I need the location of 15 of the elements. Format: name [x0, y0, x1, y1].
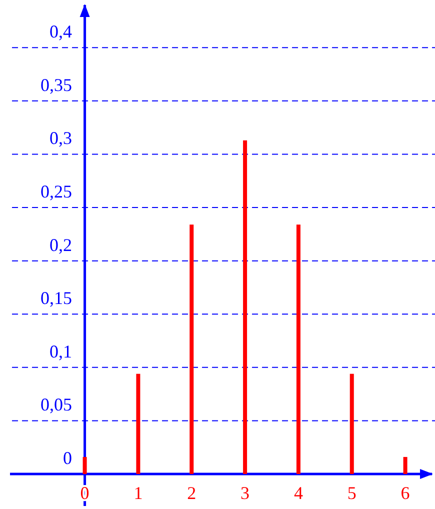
y-tick-label: 0,4	[50, 22, 72, 42]
y-tick-label: 0,15	[40, 288, 72, 308]
x-tick-label: 5	[347, 483, 356, 504]
y-tick-label: 0,35	[40, 74, 72, 95]
y-tick-label: 0,3	[50, 128, 72, 148]
y-tick-label: 0	[63, 448, 72, 468]
x-tick-label: 4	[294, 483, 303, 504]
x-tick-label: 6	[400, 483, 410, 504]
y-tick-label: 0,2	[50, 234, 72, 255]
y-tick-label: 0,05	[40, 394, 72, 415]
y-tick-label: 0,1	[50, 341, 72, 362]
x-tick-label: 3	[240, 483, 250, 504]
x-tick-label: 1	[134, 483, 143, 504]
y-tick-label: 0,25	[40, 182, 72, 202]
x-tick-label: 2	[187, 483, 196, 504]
